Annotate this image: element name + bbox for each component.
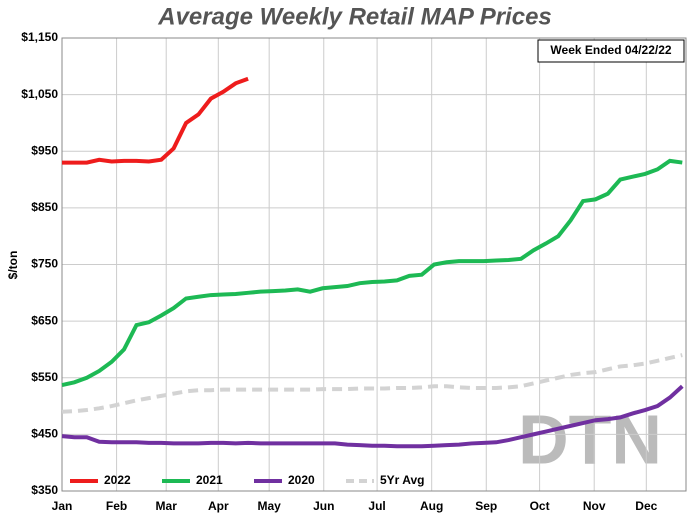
x-tick-label: Dec — [635, 499, 657, 513]
y-tick-label: $950 — [31, 143, 58, 157]
y-tick-label: $850 — [31, 200, 58, 214]
series-line — [62, 76, 249, 165]
legend-label: 2021 — [196, 473, 223, 487]
x-tick-label: Sep — [475, 499, 497, 513]
y-tick-label: $750 — [31, 257, 58, 271]
y-tick-label: $650 — [31, 313, 58, 327]
x-tick-label: Jan — [52, 499, 73, 513]
x-tick-label: Oct — [530, 499, 550, 513]
series-line — [61, 384, 684, 449]
legend-label: 2020 — [288, 473, 315, 487]
x-tick-label: Jun — [313, 499, 334, 513]
y-axis-label: $/ton — [6, 251, 20, 280]
y-tick-label: $1,050 — [21, 87, 58, 101]
x-tick-label: Apr — [208, 499, 229, 513]
series-line — [61, 353, 683, 414]
x-tick-label: Nov — [583, 499, 606, 513]
x-tick-label: May — [258, 499, 282, 513]
legend-label: 2022 — [104, 473, 131, 487]
x-tick-label: Mar — [156, 499, 178, 513]
annotation-box — [537, 39, 685, 63]
y-tick-label: $550 — [31, 370, 58, 384]
y-tick-label: $350 — [31, 483, 58, 497]
x-tick-label: Feb — [106, 499, 127, 513]
annotation: Week Ended 04/22/22 — [550, 43, 672, 57]
legend-label: 5Yr Avg — [380, 473, 424, 487]
x-tick-label: Aug — [420, 499, 443, 513]
x-tick-label: Jul — [368, 499, 385, 513]
chart-title: Average Weekly Retail MAP Prices — [157, 3, 552, 30]
y-tick-label: $1,150 — [21, 30, 58, 44]
series-line — [61, 158, 683, 388]
y-tick-label: $450 — [31, 427, 58, 441]
plot-frame — [61, 37, 687, 492]
